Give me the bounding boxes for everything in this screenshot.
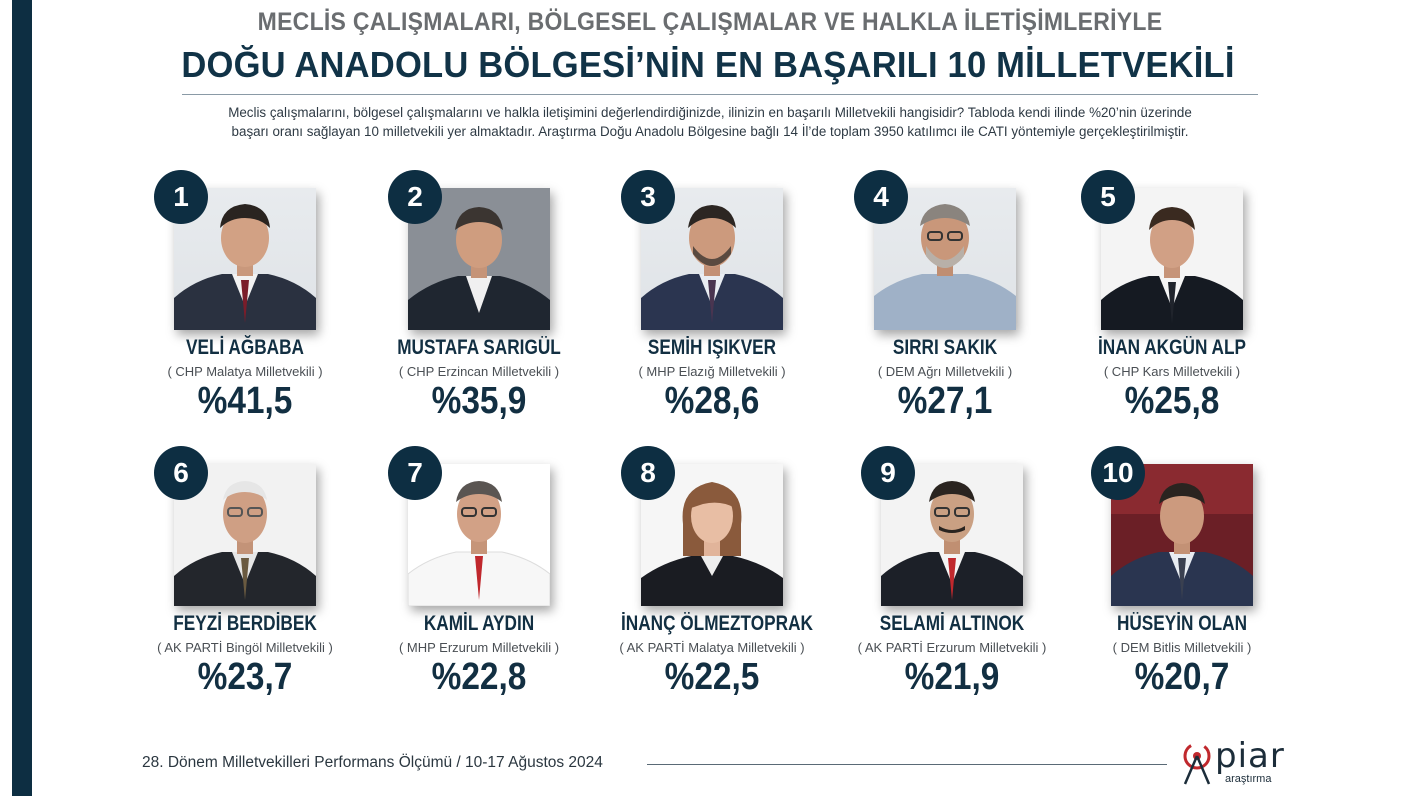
deputy-name: SELAMİ ALTINOK (879, 612, 1025, 635)
deputy-card-2: 2 MUSTAFA SARIGÜL ( CHP Erzincan Milletv… (388, 170, 618, 430)
deputy-name: KAMİL AYDIN (423, 612, 535, 635)
rank-badge: 7 (388, 446, 442, 500)
deputy-name: SEMİH IŞIKVER (647, 336, 777, 359)
title-divider (182, 94, 1258, 95)
deputy-portrait (174, 188, 316, 330)
deputy-name: FEYZİ BERDİBEK (173, 612, 317, 635)
rank-badge: 8 (621, 446, 675, 500)
deputy-score: %28,6 (664, 380, 760, 422)
deputy-party: ( AK PARTİ Malatya Milletvekili ) (619, 640, 805, 655)
deputy-card-4: 4 SIRRI SAKIK ( DEM Ağrı Milletvekili ) … (854, 170, 1084, 430)
deputy-score: %27,1 (897, 380, 993, 422)
deputy-name: HÜSEYİN OLAN (1116, 612, 1248, 635)
deputy-score: %21,9 (904, 656, 1000, 698)
rank-badge: 3 (621, 170, 675, 224)
deputy-party: ( CHP Erzincan Milletvekili ) (398, 364, 560, 379)
deputy-name: SIRRI SAKIK (892, 336, 998, 359)
deputy-card-9: 9 SELAMİ ALTINOK ( AK PARTİ Erzurum Mill… (858, 446, 1091, 706)
deputy-card-3: 3 SEMİH IŞIKVER ( MHP Elazığ Milletvekil… (621, 170, 851, 430)
rank-badge: 4 (854, 170, 908, 224)
logo-subtitle: araştırma (1225, 773, 1272, 785)
intro-line-1: Meclis çalışmalarını, bölgesel çalışmala… (228, 105, 1192, 120)
rank-badge: 5 (1081, 170, 1135, 224)
deputy-card-5: 5 İNAN AKGÜN ALP ( CHP Kars Milletvekili… (1081, 170, 1311, 430)
logo-wordmark: piar (1215, 736, 1285, 776)
deputy-score: %25,8 (1124, 380, 1220, 422)
rank-badge: 1 (154, 170, 208, 224)
deputy-party: ( DEM Bitlis Milletvekili ) (1112, 640, 1252, 655)
rank-badge: 6 (154, 446, 208, 500)
deputy-party: ( DEM Ağrı Milletvekili ) (877, 364, 1013, 379)
deputy-card-7: 7 KAMİL AYDIN ( MHP Erzurum Milletvekili… (388, 446, 618, 706)
intro-line-2: başarı oranı sağlayan 10 milletvekili ye… (231, 124, 1189, 139)
deputy-party: ( MHP Erzurum Milletvekili ) (398, 640, 560, 655)
rank-badge: 10 (1091, 446, 1145, 500)
left-accent-bar (12, 0, 32, 796)
deputy-party: ( CHP Malatya Milletvekili ) (167, 364, 323, 379)
rank-badge: 2 (388, 170, 442, 224)
deputy-score: %23,7 (197, 656, 293, 698)
footer-divider (647, 764, 1167, 765)
deputy-score: %22,5 (664, 656, 760, 698)
deputy-name: MUSTAFA SARIGÜL (397, 336, 561, 359)
deputy-card-8: 8 İNANÇ ÖLMEZTOPRAK ( AK PARTİ Malatya M… (619, 446, 851, 706)
deputy-name: İNANÇ ÖLMEZTOPRAK (620, 612, 813, 635)
page-supertitle: MECLİS ÇALIŞMALARI, BÖLGESEL ÇALIŞMALAR … (257, 8, 1163, 36)
deputy-portrait (874, 188, 1016, 330)
deputy-party: ( AK PARTİ Erzurum Milletvekili ) (857, 640, 1047, 655)
deputy-party: ( CHP Kars Milletvekili ) (1103, 364, 1241, 379)
deputy-score: %20,7 (1134, 656, 1230, 698)
deputy-card-1: 1 VELİ AĞBABA ( CHP Malatya Milletvekili… (154, 170, 384, 430)
piar-logo-icon (1183, 742, 1211, 785)
deputy-card-10: 10 HÜSEYİN OLAN ( DEM Bitlis Milletvekil… (1091, 446, 1321, 706)
deputy-party: ( AK PARTİ Bingöl Milletvekili ) (157, 640, 333, 655)
deputy-score: %41,5 (197, 380, 293, 422)
deputy-portrait (174, 464, 316, 606)
intro-text: Meclis çalışmalarını, bölgesel çalışmala… (150, 103, 1270, 141)
footer-caption: 28. Dönem Milletvekilleri Performans Ölç… (142, 754, 603, 771)
deputy-name: İNAN AKGÜN ALP (1098, 336, 1246, 359)
deputy-party: ( MHP Elazığ Milletvekili ) (638, 364, 786, 379)
deputy-card-6: 6 FEYZİ BERDİBEK ( AK PARTİ Bingöl Mille… (154, 446, 384, 706)
page-title: DOĞU ANADOLU BÖLGESİ’NİN EN BAŞARILI 10 … (181, 44, 1235, 85)
rank-badge: 9 (861, 446, 915, 500)
deputy-name: VELİ AĞBABA (185, 336, 305, 359)
deputy-score: %35,9 (431, 380, 527, 422)
deputy-portrait (1111, 464, 1253, 606)
deputy-score: %22,8 (431, 656, 527, 698)
piar-logo: piar araştırma (1175, 736, 1315, 790)
